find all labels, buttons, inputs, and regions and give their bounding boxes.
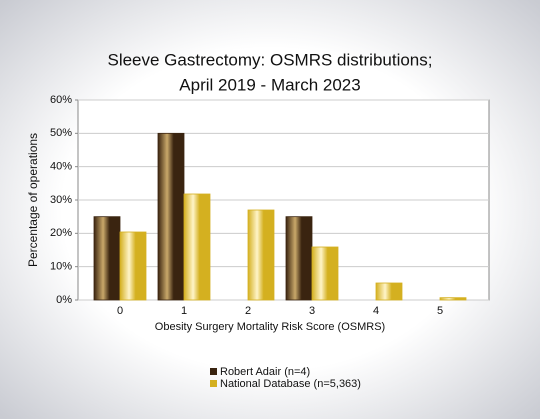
y-axis-label: Percentage of operations xyxy=(26,133,40,267)
bar xyxy=(311,246,339,301)
x-tick-label: 1 xyxy=(181,305,187,317)
legend-label: National Database (n=5,363) xyxy=(220,378,361,390)
y-tick-label: 10% xyxy=(50,261,72,273)
y-tick-label: 60% xyxy=(50,94,72,106)
y-tick-label: 30% xyxy=(50,194,72,206)
bar xyxy=(183,193,211,301)
y-tick-label: 20% xyxy=(50,227,72,239)
y-tick-label: 40% xyxy=(50,161,72,173)
bar xyxy=(157,132,185,301)
bar xyxy=(247,209,275,301)
y-tick-label: 50% xyxy=(50,127,72,139)
legend-swatch xyxy=(210,368,217,375)
x-tick-label: 3 xyxy=(309,305,315,317)
legend-swatch xyxy=(210,380,217,387)
x-tick-label: 5 xyxy=(437,305,443,317)
bar xyxy=(119,231,147,301)
bar xyxy=(285,216,313,301)
bar xyxy=(439,297,467,301)
bar xyxy=(93,216,121,301)
bar xyxy=(375,282,403,301)
x-tick-label: 2 xyxy=(245,305,251,317)
chart-title: Sleeve Gastrectomy: OSMRS distributions; xyxy=(107,50,432,69)
chart-subtitle: April 2019 - March 2023 xyxy=(179,75,360,94)
x-axis-label: Obesity Surgery Mortality Risk Score (OS… xyxy=(155,321,385,333)
x-tick-label: 4 xyxy=(373,305,379,317)
x-tick-label: 0 xyxy=(117,305,123,317)
y-tick-label: 0% xyxy=(56,294,72,306)
legend-label: Robert Adair (n=4) xyxy=(220,366,310,378)
